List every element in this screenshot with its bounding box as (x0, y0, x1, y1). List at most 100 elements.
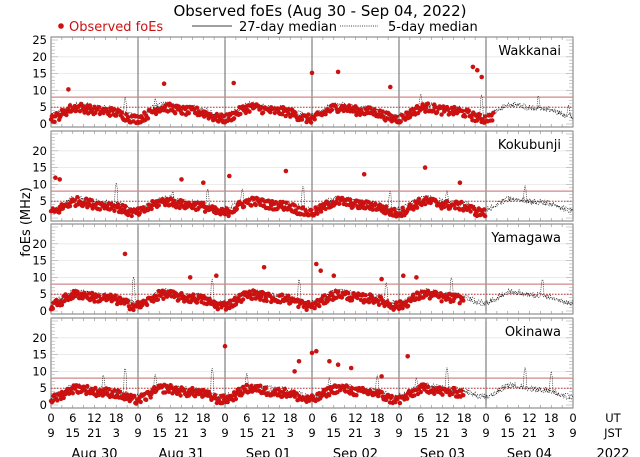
observed-point (339, 295, 345, 300)
x-axis-ut-label: UT (605, 411, 621, 425)
observed-point (75, 195, 80, 200)
observed-point (72, 198, 77, 203)
observed-point-outlier (314, 261, 319, 267)
y-tick-label: 20 (32, 237, 47, 251)
observed-point (224, 206, 229, 211)
observed-point (144, 302, 150, 308)
x-tick-label-jst: 3 (548, 426, 555, 440)
observed-point (432, 391, 437, 396)
observed-point-outlier (318, 268, 324, 274)
y-tick-label: 5 (40, 100, 47, 114)
observed-point (52, 119, 57, 125)
observed-point (474, 118, 480, 123)
observed-point-outlier (470, 64, 476, 70)
observed-point (372, 107, 377, 112)
x-tick-label-jst: 3 (200, 426, 207, 440)
legend-5day-label: 5-day median (388, 20, 478, 35)
observed-point (482, 114, 488, 119)
y-tick-label: 15 (32, 348, 47, 362)
observed-point (59, 302, 65, 308)
observed-point (233, 396, 239, 402)
observed-point-outlier (222, 343, 228, 349)
observed-point (125, 298, 131, 304)
observed-point (194, 105, 200, 110)
x-tick-label-ut: 0 (395, 411, 402, 425)
observed-point-outlier (283, 168, 289, 174)
observed-point (384, 204, 389, 209)
legend-27day-label: 27-day median (239, 20, 337, 35)
observed-point-outlier (361, 172, 367, 177)
x-tick-label-ut: 18 (283, 411, 298, 425)
observed-point (253, 202, 258, 208)
observed-point (108, 292, 114, 297)
x-tick-label-jst: 9 (308, 426, 315, 440)
observed-point (201, 200, 206, 206)
x-tick-label-jst: 15 (152, 426, 167, 440)
y-tick-label: 0 (40, 117, 47, 131)
observed-point-outlier (53, 175, 58, 180)
observed-point (376, 302, 382, 307)
observed-point (173, 111, 178, 116)
observed-point (112, 388, 117, 393)
observed-point (249, 203, 254, 208)
observed-point (363, 293, 368, 298)
observed-point (153, 293, 159, 299)
observed-point (440, 392, 445, 397)
observed-point (299, 117, 305, 122)
y-tick-label: 5 (40, 381, 47, 395)
observed-point (482, 207, 487, 212)
station-label: Okinawa (505, 325, 561, 340)
observed-point (434, 290, 439, 295)
date-label: Sep 04 (507, 447, 552, 457)
legend-observed-label: Observed foEs (69, 20, 163, 35)
panel-yamagawa: 0 5 10 15 20 Yamagawa (32, 223, 574, 318)
observed-point (411, 292, 416, 297)
observed-point (129, 213, 134, 219)
observed-point (87, 103, 93, 108)
observed-point (182, 387, 187, 392)
observed-point (241, 204, 247, 209)
observed-point (247, 109, 252, 114)
observed-point (336, 289, 341, 294)
x-tick-label-ut: 18 (544, 411, 559, 425)
observed-point (131, 307, 136, 313)
observed-point (112, 208, 117, 213)
x-tick-label-jst: 21 (522, 426, 537, 440)
observed-point-outlier (161, 81, 167, 86)
observed-point (459, 199, 464, 205)
observed-point (468, 209, 473, 214)
x-tick-label-jst: 15 (413, 426, 428, 440)
observed-point (269, 299, 274, 305)
observed-point (405, 303, 411, 309)
observed-point (400, 306, 405, 311)
observed-point (308, 207, 314, 213)
observed-point (92, 299, 97, 304)
observed-point (490, 118, 495, 123)
observed-point (96, 293, 102, 299)
observed-point (477, 112, 482, 118)
x-tick-label-jst: 21 (261, 426, 276, 440)
observed-point (113, 293, 118, 298)
observed-point-outlier (348, 365, 354, 371)
observed-point (155, 297, 161, 302)
x-tick-label-ut: 0 (221, 411, 228, 425)
observed-point-outlier (309, 70, 315, 76)
observed-point (272, 110, 277, 116)
observed-point (179, 291, 184, 296)
observed-point (423, 201, 428, 207)
observed-point (229, 393, 234, 399)
observed-point (180, 198, 185, 204)
observed-point (352, 109, 357, 114)
observed-point (50, 306, 55, 311)
observed-point-outlier (231, 80, 236, 86)
observed-point-outlier (261, 265, 267, 270)
x-tick-label-ut: 0 (569, 411, 576, 425)
observed-point (244, 382, 249, 388)
x-tick-label-jst: 21 (87, 426, 102, 440)
observed-point (358, 297, 364, 303)
observed-point (466, 108, 471, 113)
y-tick-label: 20 (32, 50, 47, 64)
observed-point (85, 205, 90, 210)
y-tick-label: 10 (32, 177, 47, 191)
